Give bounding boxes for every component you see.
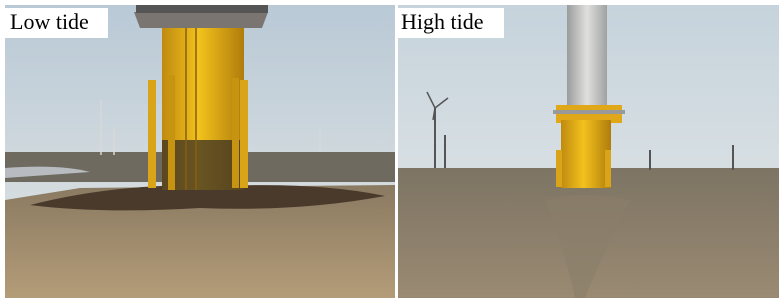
low-tide-photo <box>5 5 395 298</box>
figure: Low tide High tide <box>0 0 781 300</box>
high-tide-photo <box>398 5 779 298</box>
panel-label: Low tide <box>10 9 89 34</box>
panel-label: High tide <box>401 9 484 34</box>
